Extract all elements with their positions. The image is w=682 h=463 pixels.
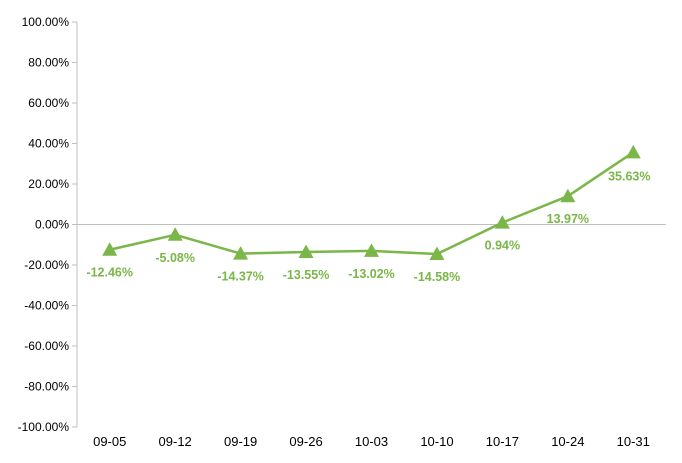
data-label: -14.37% — [217, 270, 264, 284]
data-label: -13.55% — [283, 268, 330, 282]
x-tick-label: 10-10 — [420, 434, 453, 449]
y-axis-ticks: 100.00% 80.00% 60.00% 40.00% 20.00% 0.00% -20.… — [18, 15, 77, 434]
x-tick-label: 09-19 — [224, 434, 257, 449]
data-point-marker — [298, 244, 314, 258]
data-point-marker — [429, 246, 445, 261]
data-point-marker — [625, 144, 641, 159]
x-tick-label: 10-31 — [617, 434, 650, 449]
data-label: -13.02% — [348, 267, 395, 281]
x-tick-label: 09-12 — [159, 434, 192, 449]
data-point-marker — [560, 188, 576, 203]
y-tick-label: 80.00% — [28, 56, 69, 70]
data-point-marker — [494, 215, 510, 229]
y-tick-label: 20.00% — [28, 177, 69, 191]
y-tick-label: -100.00% — [18, 420, 70, 434]
data-label: -14.58% — [414, 270, 461, 284]
data-labels: -12.46% -5.08% -14.37% -13.55% -13.02% -14.58… — [86, 169, 650, 284]
y-tick-label: -20.00% — [24, 258, 69, 272]
data-label: 0.94% — [485, 239, 520, 253]
data-point-marker — [364, 243, 379, 257]
y-tick-label: 60.00% — [28, 96, 69, 110]
data-label: 13.97% — [547, 212, 589, 226]
y-tick-label: -60.00% — [24, 339, 69, 353]
series-line — [109, 151, 634, 256]
y-tick-label: -40.00% — [24, 299, 69, 313]
x-tick-label: 10-03 — [355, 434, 388, 449]
y-tick-label: -80.00% — [24, 380, 69, 394]
y-tick-label: 0.00% — [35, 218, 69, 232]
x-tick-label: 10-24 — [551, 434, 584, 449]
x-axis-ticks: 09-05 09-12 09-19 09-26 10-03 10-10 10-17 10-24… — [93, 434, 650, 449]
x-tick-label: 10-17 — [486, 434, 519, 449]
x-tick-label: 09-05 — [93, 434, 126, 449]
data-label: -5.08% — [155, 251, 195, 265]
data-label: -12.46% — [86, 266, 133, 280]
y-tick-label: 100.00% — [22, 15, 70, 29]
series-line-group — [102, 144, 641, 261]
data-point-marker — [102, 242, 118, 256]
data-point-marker — [167, 227, 183, 241]
x-tick-label: 09-26 — [289, 434, 322, 449]
y-tick-label: 40.00% — [28, 137, 69, 151]
data-point-marker — [233, 246, 249, 260]
data-label: 35.63% — [608, 169, 650, 183]
